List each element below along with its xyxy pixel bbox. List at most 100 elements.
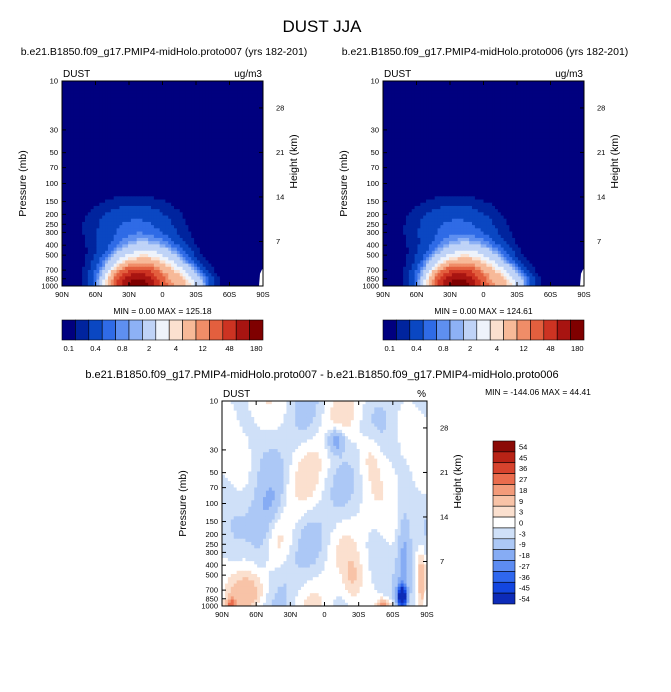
field-cell	[105, 129, 109, 133]
field-cell	[142, 199, 146, 204]
field-cell	[225, 106, 229, 111]
field-cell	[214, 263, 218, 268]
field-cell	[257, 138, 261, 143]
field-cell	[194, 135, 198, 140]
field-cell	[248, 113, 252, 117]
field-cell	[151, 218, 155, 223]
field-cell	[228, 164, 232, 168]
field-cell	[423, 81, 427, 85]
field-cell	[211, 209, 215, 213]
field-cell	[79, 183, 83, 188]
field-cell	[128, 103, 132, 108]
field-cell	[64, 138, 69, 143]
field-cell	[173, 205, 178, 210]
field-cell	[234, 273, 238, 277]
field-cell	[225, 244, 229, 248]
field-cell	[116, 180, 120, 184]
field-cell	[128, 157, 132, 162]
field-cell	[84, 154, 89, 159]
field-cell	[122, 141, 126, 146]
field-cell	[191, 199, 195, 204]
field-cell	[512, 90, 516, 95]
field-cell	[451, 93, 456, 98]
field-cell	[105, 212, 109, 216]
field-cell	[196, 138, 201, 143]
field-cell	[128, 167, 132, 172]
field-cell	[191, 218, 195, 223]
field-cell	[84, 84, 89, 88]
field-cell	[240, 269, 244, 274]
field-cell	[208, 279, 212, 284]
field-cell	[125, 199, 129, 204]
field-cell	[569, 93, 573, 98]
field-cell	[228, 282, 232, 286]
field-cell	[242, 231, 247, 236]
field-cell	[62, 103, 66, 108]
field-cell	[182, 87, 186, 92]
field-cell	[73, 199, 77, 204]
field-cell	[225, 103, 229, 108]
field-cell	[443, 87, 447, 92]
field-cell	[76, 180, 80, 184]
field-cell	[454, 84, 459, 88]
field-cell	[139, 212, 143, 216]
field-cell	[211, 167, 215, 172]
field-cell	[196, 100, 201, 104]
field-cell	[248, 215, 252, 220]
field-cell	[156, 161, 161, 165]
field-cell	[76, 122, 80, 127]
field-cell	[257, 161, 261, 165]
field-cell	[156, 103, 161, 108]
field-cell	[257, 125, 261, 130]
field-cell	[139, 221, 143, 226]
field-cell	[128, 202, 132, 207]
field-cell	[113, 253, 117, 258]
field-cell	[251, 209, 255, 213]
field-cell	[102, 148, 106, 152]
panel-top-right: b.e21.B1850.f09_g17.PMIP4-midHolo.proto0…	[338, 46, 628, 353]
field-cell	[116, 164, 120, 168]
field-cell	[107, 228, 112, 232]
field-cell	[469, 97, 473, 101]
field-cell	[254, 193, 258, 197]
field-cell	[234, 189, 238, 194]
field-cell	[242, 84, 247, 88]
field-cell	[231, 237, 235, 242]
field-cell	[231, 170, 235, 175]
field-cell	[162, 141, 166, 146]
field-cell	[151, 186, 155, 191]
field-cell	[122, 186, 126, 191]
field-cell	[84, 266, 89, 271]
field-cell	[182, 237, 186, 242]
field-cell	[173, 93, 178, 98]
field-cell	[105, 84, 109, 88]
field-cell	[208, 266, 212, 271]
field-cell	[73, 257, 77, 261]
field-cell	[165, 212, 169, 216]
field-cell	[93, 145, 97, 149]
field-cell	[240, 231, 244, 236]
field-cell	[245, 125, 250, 130]
field-cell	[202, 202, 206, 207]
field-cell	[107, 81, 112, 85]
field-cell	[240, 215, 244, 220]
field-cell	[62, 205, 66, 210]
field-cell	[93, 244, 97, 248]
field-cell	[116, 221, 120, 226]
field-cell	[208, 231, 212, 236]
field-cell	[153, 132, 158, 136]
field-cell	[105, 237, 109, 242]
field-cell	[165, 81, 169, 85]
field-cell	[62, 177, 66, 181]
field-cell	[156, 279, 161, 284]
field-cell	[87, 177, 92, 181]
field-cell	[254, 145, 258, 149]
field-cell	[96, 263, 100, 268]
field-cell	[159, 228, 163, 232]
field-cell	[454, 87, 459, 92]
field-cell	[62, 154, 66, 159]
field-cell	[165, 193, 169, 197]
field-cell	[225, 237, 229, 242]
field-cell	[417, 93, 421, 98]
field-cell	[82, 196, 86, 200]
